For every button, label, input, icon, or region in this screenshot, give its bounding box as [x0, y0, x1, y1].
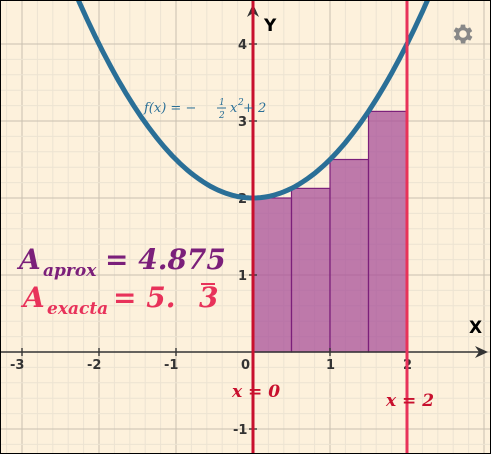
area-aprox-letter: A: [16, 243, 41, 276]
area-aprox-value: = 4.875: [105, 243, 226, 276]
function-frac-den: 2: [218, 111, 225, 121]
x-tick-label: -2: [87, 358, 101, 373]
function-label-exp: 2: [237, 98, 244, 108]
area-exacta-value: = 5.: [113, 281, 175, 314]
area-aprox-sub: aprox: [43, 261, 97, 281]
function-label[interactable]: f(x) = − 1 2 x 2 + 2: [143, 98, 266, 121]
function-label-suffix: + 2: [243, 101, 266, 116]
area-aprox-text[interactable]: A aprox = 4.875: [16, 243, 226, 281]
x-axis-arrow: [475, 346, 488, 358]
y-tick-label: 1: [238, 269, 247, 284]
y-tick-label: -1: [233, 423, 247, 438]
riemann-bar: [252, 197, 293, 353]
riemann-rectangles: [252, 110, 408, 353]
area-exacta-letter: A: [20, 281, 45, 314]
area-exacta-text[interactable]: A exacta = 5. 3: [20, 281, 218, 319]
x-tick-label: -3: [10, 358, 24, 373]
x-axis-name: X: [469, 318, 482, 338]
riemann-bar: [290, 187, 331, 353]
line-label-x2[interactable]: x = 2: [385, 391, 434, 411]
x-tick-label: -1: [164, 358, 178, 373]
y-tick-label: 4: [238, 38, 247, 53]
line-label-x0[interactable]: x = 0: [231, 382, 280, 402]
area-exacta-repeat: 3: [199, 281, 218, 314]
function-label-prefix: f(x) = −: [143, 101, 196, 116]
y-axis-name: Y: [263, 16, 277, 36]
y-tick-label: 3: [238, 115, 247, 130]
function-label-x: x: [230, 101, 238, 116]
gear-icon[interactable]: [450, 21, 476, 47]
vertical-lines: [251, 1, 409, 453]
function-frac-num: 1: [219, 98, 225, 108]
riemann-bar: [367, 110, 408, 353]
area-exacta-sub: exacta: [47, 299, 108, 319]
x-tick-label: 1: [326, 358, 335, 373]
x-tick-label: 0: [241, 358, 250, 373]
riemann-bar: [329, 158, 370, 353]
